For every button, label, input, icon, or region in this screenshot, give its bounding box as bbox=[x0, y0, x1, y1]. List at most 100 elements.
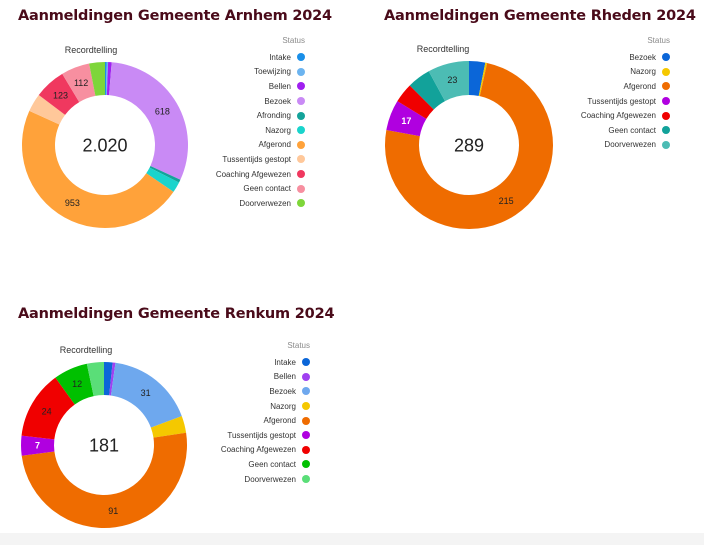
legend-item-nazorg[interactable]: Nazorg bbox=[218, 399, 310, 414]
legend-label: Geen contact bbox=[248, 459, 296, 469]
chart-title: Aanmeldingen Gemeente Rheden 2024 bbox=[384, 8, 696, 24]
legend-label: Afgerond bbox=[258, 140, 291, 150]
legend-item-bezoek[interactable]: Bezoek bbox=[575, 50, 670, 65]
legend-item-doorverwezen[interactable]: Doorverwezen bbox=[230, 196, 305, 211]
legend-item-tussentijds-gestopt[interactable]: Tussentijds gestopt bbox=[575, 94, 670, 109]
legend-dot-icon bbox=[302, 402, 310, 411]
slice-geen-contact[interactable] bbox=[62, 63, 96, 103]
legend-item-toewijzing[interactable]: Toewijzing bbox=[230, 65, 305, 80]
slice-nazorg[interactable] bbox=[478, 62, 488, 97]
legend-dot-icon bbox=[302, 445, 310, 454]
legend-dot-icon bbox=[302, 387, 310, 396]
legend-item-bellen[interactable]: Bellen bbox=[230, 79, 305, 94]
chart-subtitle: Recordtelling bbox=[59, 345, 113, 355]
slice-value-label: 91 bbox=[108, 506, 118, 516]
slice-value-label: 123 bbox=[53, 91, 68, 101]
slice-nazorg[interactable] bbox=[146, 167, 180, 192]
slice-coaching-afgewezen[interactable] bbox=[38, 73, 80, 115]
legend-label: Bezoek bbox=[264, 96, 291, 106]
legend-label: Nazorg bbox=[630, 67, 656, 77]
legend-dot-icon bbox=[662, 111, 670, 120]
legend-item-coaching-afgewezen[interactable]: Coaching Afgewezen bbox=[218, 443, 310, 458]
legend-label: Bellen bbox=[273, 372, 296, 382]
legend-dot-icon bbox=[302, 358, 310, 367]
legend-item-bezoek[interactable]: Bezoek bbox=[230, 94, 305, 109]
total-count: 289 bbox=[454, 136, 484, 156]
legend-item-afronding[interactable]: Afronding bbox=[230, 108, 305, 123]
slice-afgerond[interactable] bbox=[22, 110, 174, 228]
slice-intake[interactable] bbox=[104, 362, 113, 396]
legend-dot-icon bbox=[302, 416, 310, 425]
legend-item-afgerond[interactable]: Afgerond bbox=[230, 138, 305, 153]
slice-bellen[interactable] bbox=[109, 362, 116, 396]
slice-coaching-afgewezen[interactable] bbox=[21, 377, 75, 440]
legend-item-bellen[interactable]: Bellen bbox=[218, 370, 310, 385]
chart-subtitle: Recordtelling bbox=[64, 45, 118, 55]
slice-tussentijds-gestopt[interactable] bbox=[29, 94, 66, 125]
slice-value-label: 618 bbox=[155, 106, 170, 116]
slice-geen-contact[interactable] bbox=[55, 363, 94, 405]
slice-value-label: 12 bbox=[72, 379, 82, 389]
slice-afronding[interactable] bbox=[149, 165, 181, 183]
legend-item-nazorg[interactable]: Nazorg bbox=[230, 123, 305, 138]
legend-dot-icon bbox=[297, 170, 305, 179]
legend-label: Bezoek bbox=[629, 52, 656, 62]
slice-afgerond[interactable] bbox=[385, 62, 553, 229]
page-bottom-strip bbox=[0, 533, 704, 545]
legend-title: Status bbox=[647, 36, 670, 45]
slice-nazorg[interactable] bbox=[150, 416, 187, 438]
donut-chart: 618 953 123 112 2.020 bbox=[22, 62, 188, 228]
legend-item-doorverwezen[interactable]: Doorverwezen bbox=[575, 138, 670, 153]
legend-dot-icon bbox=[297, 140, 305, 149]
slice-doorverwezen[interactable] bbox=[86, 362, 104, 397]
legend-label: Afronding bbox=[256, 111, 291, 121]
legend-item-nazorg[interactable]: Nazorg bbox=[575, 65, 670, 80]
legend-item-geen-contact[interactable]: Geen contact bbox=[218, 457, 310, 472]
slice-tussentijds-gestopt[interactable] bbox=[386, 101, 427, 137]
legend-item-doorverwezen[interactable]: Doorverwezen bbox=[218, 472, 310, 487]
slice-value-label: 23 bbox=[447, 75, 457, 85]
legend-item-tussentijds-gestopt[interactable]: Tussentijds gestopt bbox=[222, 152, 305, 167]
legend-dot-icon bbox=[297, 111, 305, 120]
slice-bezoek[interactable] bbox=[110, 362, 182, 428]
total-count: 2.020 bbox=[82, 136, 127, 156]
legend-item-geen-contact[interactable]: Geen contact bbox=[575, 123, 670, 138]
legend-label: Geen contact bbox=[243, 184, 291, 194]
legend-label: Nazorg bbox=[270, 401, 296, 411]
legend-item-intake[interactable]: Intake bbox=[218, 355, 310, 370]
slice-tussentijds-gestopt[interactable] bbox=[20, 435, 55, 456]
slice-geen-contact[interactable] bbox=[409, 71, 446, 110]
slice-bezoek[interactable] bbox=[469, 61, 486, 96]
slice-bellen[interactable] bbox=[106, 62, 112, 96]
legend-label: Intake bbox=[274, 357, 296, 367]
legend-dot-icon bbox=[302, 475, 310, 484]
slice-value-label: 215 bbox=[499, 196, 514, 206]
legend-dot-icon bbox=[297, 155, 305, 164]
legend-item-afgerond[interactable]: Afgerond bbox=[575, 79, 670, 94]
legend-dot-icon bbox=[662, 67, 670, 76]
legend-item-coaching-afgewezen[interactable]: Coaching Afgewezen bbox=[575, 108, 670, 123]
chart-title: Aanmeldingen Gemeente Arnhem 2024 bbox=[18, 8, 332, 24]
chart-subtitle: Recordtelling bbox=[416, 44, 470, 54]
legend-item-coaching-afgewezen[interactable]: Coaching Afgewezen bbox=[216, 167, 305, 182]
slice-toewijzing[interactable] bbox=[105, 62, 109, 96]
slice-doorverwezen[interactable] bbox=[428, 61, 469, 102]
slice-doorverwezen[interactable] bbox=[89, 62, 105, 96]
legend-label: Bellen bbox=[268, 81, 291, 91]
legend-dot-icon bbox=[297, 67, 305, 76]
legend-dot-icon bbox=[662, 140, 670, 149]
slice-afgerond[interactable] bbox=[21, 432, 188, 529]
legend-item-afgerond[interactable]: Afgerond bbox=[218, 413, 310, 428]
legend-item-bezoek[interactable]: Bezoek bbox=[218, 384, 310, 399]
legend-item-intake[interactable]: Intake bbox=[230, 50, 305, 65]
slice-intake[interactable] bbox=[105, 62, 107, 96]
slice-bezoek[interactable] bbox=[109, 62, 188, 180]
legend-label: Geen contact bbox=[608, 125, 656, 135]
legend-item-geen-contact[interactable]: Geen contact bbox=[230, 181, 305, 196]
legend-label: Intake bbox=[269, 52, 291, 62]
legend-dot-icon bbox=[662, 97, 670, 106]
slice-coaching-afgewezen[interactable] bbox=[397, 85, 434, 119]
legend-title: Status bbox=[282, 36, 305, 45]
legend-item-tussentijds-gestopt[interactable]: Tussentijds gestopt bbox=[218, 428, 310, 443]
chart-title: Aanmeldingen Gemeente Renkum 2024 bbox=[18, 306, 335, 322]
